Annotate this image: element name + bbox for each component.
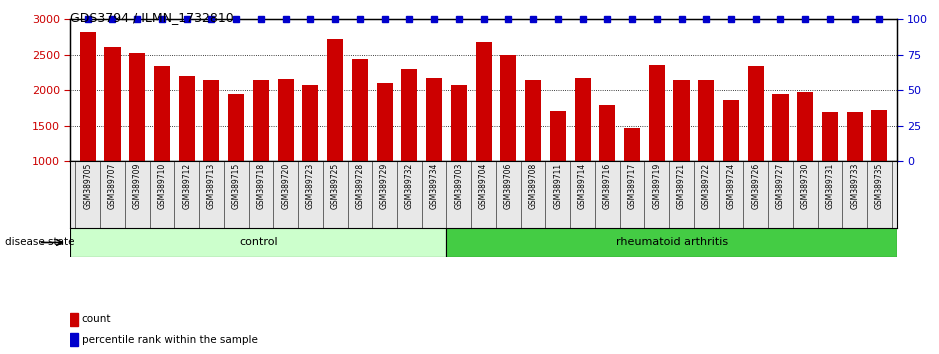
Text: GSM389726: GSM389726 — [751, 163, 761, 209]
Text: GSM389725: GSM389725 — [331, 163, 340, 209]
Text: GSM389706: GSM389706 — [504, 163, 513, 210]
Text: GSM389722: GSM389722 — [701, 163, 711, 209]
Text: GSM389705: GSM389705 — [84, 163, 92, 210]
Text: GSM389713: GSM389713 — [207, 163, 216, 209]
Text: GSM389711: GSM389711 — [553, 163, 562, 209]
Bar — [797, 92, 813, 161]
Text: control: control — [239, 238, 278, 247]
Bar — [154, 66, 170, 161]
Text: GSM389731: GSM389731 — [825, 163, 835, 209]
Text: GSM389712: GSM389712 — [182, 163, 192, 209]
Bar — [80, 32, 96, 161]
Bar — [525, 80, 541, 161]
Text: GSM389728: GSM389728 — [355, 163, 364, 209]
Bar — [649, 65, 665, 161]
Bar — [278, 79, 294, 161]
Text: GSM389709: GSM389709 — [132, 163, 142, 210]
FancyBboxPatch shape — [446, 228, 897, 257]
Bar — [723, 100, 739, 161]
Bar — [599, 105, 615, 161]
Text: GSM389730: GSM389730 — [801, 163, 809, 210]
Text: GSM389715: GSM389715 — [232, 163, 240, 209]
Text: GSM389719: GSM389719 — [653, 163, 661, 209]
Text: GSM389723: GSM389723 — [306, 163, 315, 209]
Text: GSM389727: GSM389727 — [776, 163, 785, 209]
Text: disease state: disease state — [5, 238, 74, 247]
Text: GSM389733: GSM389733 — [850, 163, 859, 210]
Bar — [451, 85, 467, 161]
Bar — [475, 42, 492, 161]
Text: GSM389703: GSM389703 — [454, 163, 463, 210]
Text: GSM389718: GSM389718 — [256, 163, 266, 209]
Bar — [178, 76, 194, 161]
Text: GDS3794 / ILMN_1732810: GDS3794 / ILMN_1732810 — [70, 11, 234, 24]
Text: GSM389716: GSM389716 — [603, 163, 612, 209]
Text: GSM389707: GSM389707 — [108, 163, 117, 210]
Bar — [673, 80, 689, 161]
Bar — [624, 128, 640, 161]
Bar — [401, 69, 418, 161]
Text: count: count — [82, 314, 111, 325]
Bar — [70, 333, 78, 346]
Bar — [426, 78, 442, 161]
Text: GSM389734: GSM389734 — [430, 163, 439, 210]
Bar — [822, 112, 838, 161]
Bar — [699, 80, 715, 161]
Text: GSM389717: GSM389717 — [627, 163, 637, 209]
Text: rheumatoid arthritis: rheumatoid arthritis — [616, 238, 728, 247]
Bar — [327, 39, 343, 161]
Bar — [747, 66, 763, 161]
Text: GSM389729: GSM389729 — [380, 163, 389, 209]
Text: GSM389720: GSM389720 — [281, 163, 290, 209]
Text: percentile rank within the sample: percentile rank within the sample — [82, 335, 257, 345]
Bar — [575, 78, 591, 161]
Text: GSM389710: GSM389710 — [158, 163, 166, 209]
FancyBboxPatch shape — [70, 228, 446, 257]
Bar — [549, 111, 566, 161]
Text: GSM389721: GSM389721 — [677, 163, 686, 209]
Text: GSM389704: GSM389704 — [479, 163, 488, 210]
Text: GSM389708: GSM389708 — [529, 163, 537, 209]
Bar — [302, 85, 318, 161]
Bar — [204, 80, 220, 161]
Text: GSM389714: GSM389714 — [578, 163, 587, 209]
Bar — [253, 80, 269, 161]
Bar — [377, 83, 393, 161]
Bar — [847, 112, 863, 161]
Text: GSM389735: GSM389735 — [875, 163, 884, 210]
Bar — [228, 94, 244, 161]
Bar — [104, 47, 120, 161]
Bar — [352, 59, 368, 161]
Bar — [70, 313, 78, 326]
Text: GSM389732: GSM389732 — [405, 163, 414, 209]
Bar — [871, 110, 887, 161]
Bar — [500, 55, 516, 161]
Text: GSM389724: GSM389724 — [727, 163, 735, 209]
Bar — [130, 53, 146, 161]
Bar — [773, 94, 789, 161]
